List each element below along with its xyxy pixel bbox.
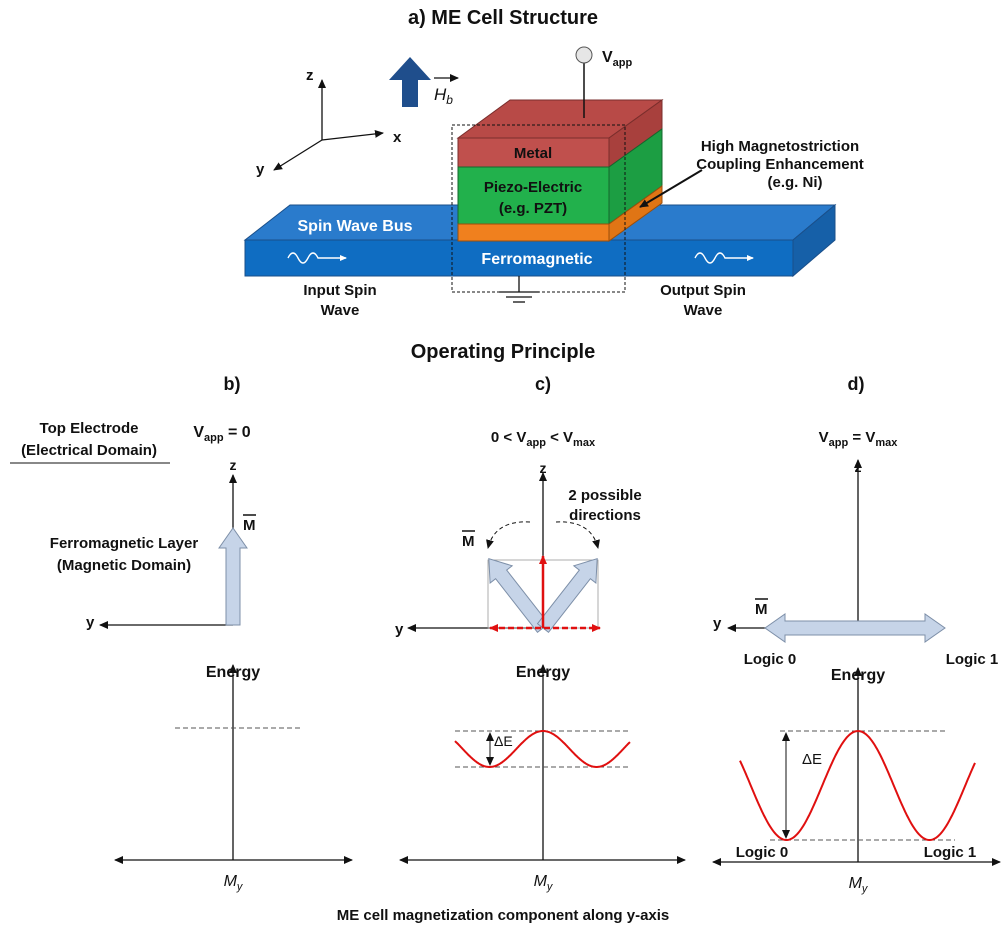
legend: (Magnetic Domain): [57, 557, 191, 574]
axis-label: z: [230, 457, 237, 473]
axis-label: y: [256, 161, 265, 178]
footer: ME cell magnetization component along y-…: [337, 907, 670, 924]
port-label: Wave: [684, 302, 723, 319]
condition: Vapp = Vmax: [819, 429, 899, 449]
annotation: (e.g. Ni): [768, 174, 823, 191]
barrier-label: ΔE: [494, 733, 513, 749]
part: 0 < V: [491, 429, 526, 446]
barrier-label: ΔE: [802, 751, 822, 768]
subscript: app: [526, 437, 546, 449]
axis-label: My: [534, 873, 554, 893]
axis-label: x: [393, 129, 402, 146]
rotation-arrow: [556, 522, 598, 548]
section-title: Operating Principle: [411, 341, 595, 363]
part: < V: [546, 429, 573, 446]
axis-label: Energy: [831, 667, 885, 684]
part: = 0: [224, 424, 251, 441]
axis-label: My: [849, 875, 869, 895]
note: 2 possible: [568, 487, 641, 504]
panel-label: d): [848, 374, 865, 394]
legend: Top Electrode: [40, 420, 139, 437]
annotation: Coupling Enhancement: [696, 156, 864, 173]
contact: [576, 47, 592, 63]
part: = V: [848, 429, 875, 446]
subscript: app: [204, 432, 224, 444]
rotation-arrow: [488, 522, 530, 548]
subscript: app: [613, 57, 633, 69]
subscript: max: [573, 437, 596, 449]
subscript: y: [236, 881, 244, 893]
subscript: max: [875, 437, 898, 449]
magnetization-label: M: [755, 601, 768, 618]
magnetization-label: M: [462, 533, 475, 550]
axis-label: My: [224, 873, 244, 893]
title: a) ME Cell Structure: [408, 7, 598, 29]
bus-label: Spin Wave Bus: [298, 218, 413, 235]
layer-label: Metal: [514, 145, 552, 162]
magnetization-arrow: [765, 614, 945, 642]
field-arrow: [389, 57, 431, 107]
panel-label: c): [535, 374, 551, 394]
state-label: Logic 0: [744, 651, 797, 668]
port-label: Output Spin: [660, 282, 746, 299]
subscript: y: [546, 881, 554, 893]
symbol: M: [224, 873, 238, 890]
ground: [499, 276, 539, 302]
subscript: y: [861, 883, 869, 895]
subscript: b: [446, 93, 453, 107]
symbol: H: [434, 85, 447, 104]
part: V: [819, 429, 829, 446]
axis-label: Energy: [206, 664, 260, 681]
field-label: Hb: [434, 85, 453, 107]
symbol: V: [602, 49, 613, 66]
axis-label: z: [540, 460, 547, 476]
port-label: Wave: [321, 302, 360, 319]
layer-label: (e.g. PZT): [499, 200, 567, 217]
legend: Ferromagnetic Layer: [50, 535, 199, 552]
annotation: High Magnetostriction: [701, 138, 859, 155]
page: {"title":"a) ME Cell Structure", "struct…: [0, 0, 1006, 932]
note: directions: [569, 507, 641, 524]
axis-label: z: [855, 459, 862, 475]
axis-label: z: [306, 67, 314, 84]
layer-label: Piezo-Electric: [484, 179, 582, 196]
axis-label: y: [713, 615, 722, 632]
state-label: Logic 1: [946, 651, 999, 668]
axis-label: y: [86, 614, 95, 631]
subscript: app: [829, 437, 849, 449]
magnetization-label: M: [243, 517, 256, 534]
legend: (Electrical Domain): [21, 442, 157, 459]
axis: [274, 140, 322, 170]
part: V: [193, 424, 204, 441]
state-label: Logic 0: [736, 844, 789, 861]
layer-label: Ferromagnetic: [481, 251, 592, 268]
diagram: a) ME Cell Structure z x y Hb Vapp Metal…: [0, 0, 1006, 932]
ni-layer: [458, 224, 609, 241]
panel-label: b): [224, 374, 241, 394]
axis-label: y: [395, 621, 404, 638]
condition: 0 < Vapp < Vmax: [491, 429, 596, 449]
symbol: M: [534, 873, 548, 890]
axis-label: Energy: [516, 664, 570, 681]
condition: Vapp = 0: [193, 424, 250, 444]
state-label: Logic 1: [924, 844, 977, 861]
magnetization-arrow: [219, 528, 247, 625]
axis: [322, 133, 383, 140]
symbol: M: [849, 875, 863, 892]
vapp-label: Vapp: [602, 49, 633, 69]
port-label: Input Spin: [303, 282, 376, 299]
